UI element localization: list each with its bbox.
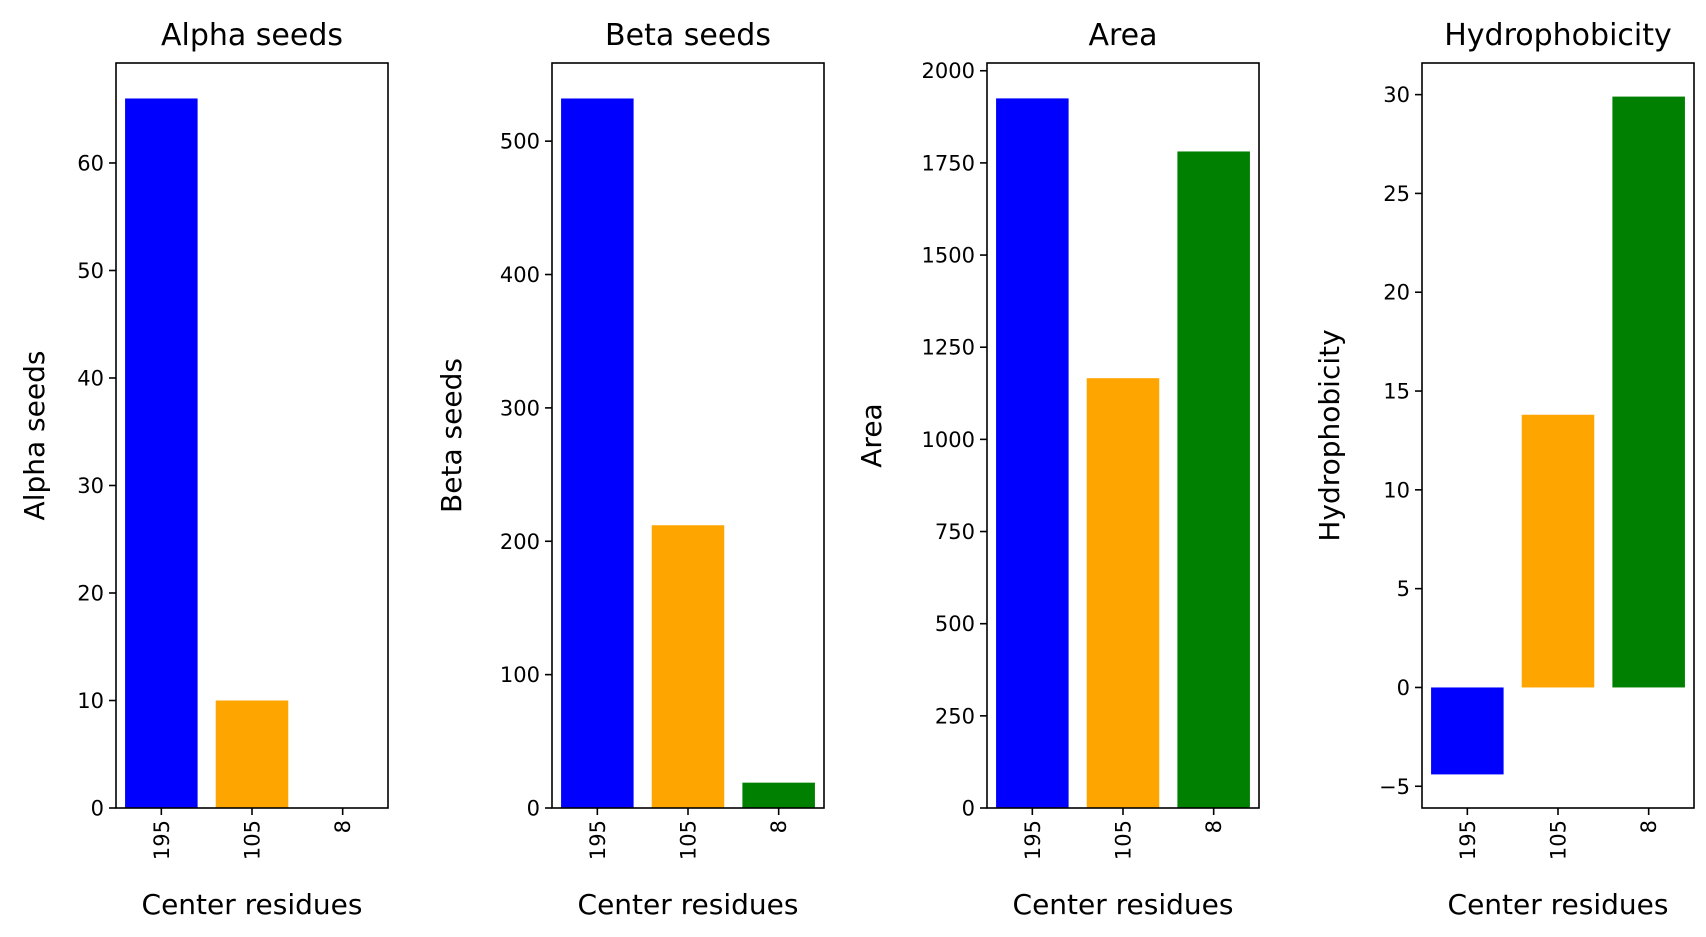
y-tick-label: 10	[77, 689, 104, 713]
x-ticks: 195 105 8	[1456, 808, 1661, 860]
y-tick-label: −5	[1379, 775, 1410, 799]
y-tick-label: 25	[1383, 182, 1410, 206]
y-axis-title: Hydrophobicity	[1313, 329, 1346, 541]
y-tick-label: 0	[91, 797, 104, 821]
y-tick-label: 20	[77, 581, 104, 605]
y-ticks: 0 100 200 300 400 500	[500, 130, 552, 821]
y-tick-label: 50	[77, 259, 104, 283]
x-axis-title: Center residues	[578, 888, 799, 921]
bar-8	[742, 782, 815, 808]
x-tick-label: 105	[1112, 820, 1136, 860]
x-tick-label: 195	[1021, 820, 1045, 860]
x-tick-label: 195	[1456, 820, 1480, 860]
y-tick-label: 5	[1397, 577, 1410, 601]
bar-8	[1177, 151, 1250, 809]
y-tick-label: 1500	[922, 244, 975, 268]
y-ticks: 0 250 500 750 1000 1250 1500 1750 2000	[922, 59, 987, 821]
x-ticks: 195 105 8	[586, 808, 791, 860]
bar-195	[996, 98, 1069, 808]
bars	[1431, 96, 1685, 775]
bar-105	[1521, 414, 1595, 688]
y-ticks: 0 10 20 30 40 50 60	[77, 151, 116, 821]
bar-195	[1431, 687, 1504, 775]
y-tick-label: 100	[500, 663, 540, 687]
panel-alpha-seeds: Alpha seeds Alpha seeds Center residues …	[18, 18, 389, 921]
y-tick-label: 10	[1383, 478, 1410, 502]
y-tick-label: 750	[935, 520, 975, 544]
y-axis-title: Alpha seeds	[18, 351, 51, 521]
y-tick-label: 500	[500, 130, 540, 154]
y-tick-label: 200	[500, 530, 540, 554]
bar-195	[125, 98, 198, 809]
axes-frame	[1421, 62, 1695, 809]
y-tick-label: 500	[935, 612, 975, 636]
bars	[996, 98, 1250, 809]
panel-area: Area Area Center residues 0 250 500 750 1000…	[855, 18, 1260, 921]
panel-beta-seeds: Beta seeds Beta seeds Center residues 0 1…	[435, 18, 825, 921]
y-tick-label: 15	[1383, 380, 1410, 404]
x-tick-label: 8	[1202, 820, 1226, 833]
y-ticks: −5 0 5 10 15 20 25 30	[1379, 83, 1422, 799]
y-tick-label: 1250	[922, 336, 975, 360]
bar-8	[1612, 96, 1685, 688]
panel-title: Hydrophobicity	[1444, 18, 1672, 53]
bar-195	[561, 98, 634, 809]
x-tick-label: 8	[767, 820, 791, 833]
y-tick-label: 1750	[922, 151, 975, 175]
panel-title: Alpha seeds	[161, 18, 343, 53]
bar-105	[215, 700, 289, 808]
bars	[125, 98, 289, 809]
x-tick-label: 8	[331, 820, 355, 833]
x-ticks: 195 105 8	[150, 808, 355, 860]
x-tick-label: 105	[241, 820, 265, 860]
y-tick-label: 400	[500, 263, 540, 287]
y-tick-label: 60	[77, 151, 104, 175]
y-tick-label: 30	[1383, 83, 1410, 107]
panel-hydrophobicity: Hydrophobicity Hydrophobicity Center res…	[1313, 18, 1695, 921]
axes-frame	[551, 62, 825, 809]
x-tick-label: 195	[150, 820, 174, 860]
x-ticks: 195 105 8	[1021, 808, 1226, 860]
y-tick-label: 0	[527, 797, 540, 821]
bars	[561, 98, 815, 809]
panel-title: Area	[1088, 18, 1157, 53]
x-tick-label: 105	[1547, 820, 1571, 860]
panel-title: Beta seeds	[605, 18, 771, 53]
axes-frame	[115, 62, 389, 809]
y-axis-title: Area	[855, 403, 888, 467]
y-tick-label: 0	[1397, 676, 1410, 700]
bar-105	[1086, 378, 1160, 808]
y-tick-label: 250	[935, 704, 975, 728]
y-tick-label: 2000	[922, 59, 975, 83]
y-tick-label: 30	[77, 474, 104, 498]
x-tick-label: 8	[1637, 820, 1661, 833]
y-tick-label: 0	[962, 797, 975, 821]
y-tick-label: 20	[1383, 281, 1410, 305]
axes-frame	[986, 62, 1260, 809]
y-tick-label: 300	[500, 396, 540, 420]
x-axis-title: Center residues	[142, 888, 363, 921]
x-tick-label: 105	[677, 820, 701, 860]
x-axis-title: Center residues	[1013, 888, 1234, 921]
y-axis-title: Beta seeds	[435, 358, 468, 513]
y-tick-label: 1000	[922, 428, 975, 452]
x-tick-label: 195	[586, 820, 610, 860]
bar-105	[651, 525, 725, 808]
x-axis-title: Center residues	[1448, 888, 1669, 921]
y-tick-label: 40	[77, 366, 104, 390]
